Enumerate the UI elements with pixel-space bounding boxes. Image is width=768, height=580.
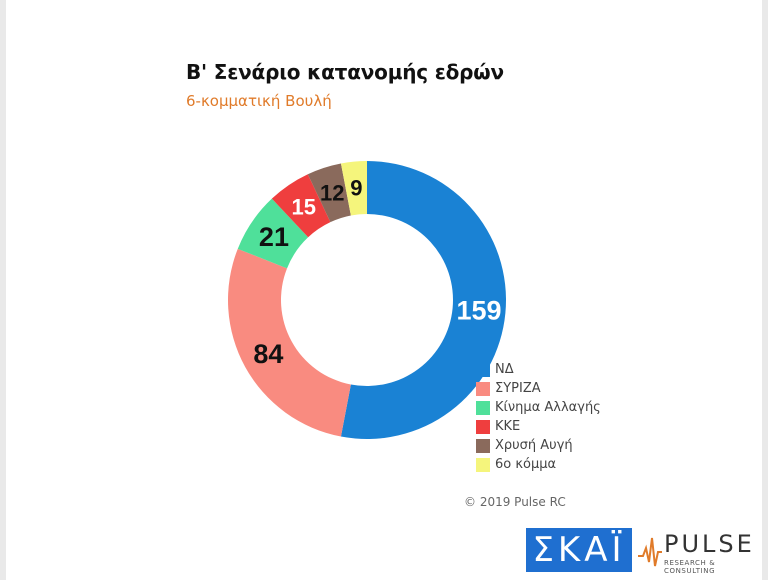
data-label-2: 84	[253, 339, 283, 369]
legend-label: Χρυσή Αυγή	[495, 438, 573, 453]
legend-item: ΚΚΕ	[476, 417, 601, 436]
legend-label: ΚΚΕ	[495, 419, 521, 434]
donut-slice-5	[307, 163, 351, 223]
pulse-logo: PULSE RESEARCH & CONSULTING	[638, 528, 760, 575]
legend-item: ΝΔ	[476, 360, 601, 379]
legend-label: Κίνημα Αλλαγής	[495, 400, 601, 415]
legend-swatch	[476, 381, 490, 396]
donut-slice-3	[237, 198, 309, 269]
legend-item: 6ο κόμμα	[476, 455, 601, 474]
chart-legend: ΝΔ ΣΥΡΙΖΑ Κίνημα Αλλαγής ΚΚΕ Χρυσή Αυγή 6ο κό…	[476, 360, 601, 474]
pulse-logo-text: PULSE	[664, 530, 755, 558]
pulse-logo-tagline: RESEARCH & CONSULTING	[664, 559, 716, 575]
legend-item: ΣΥΡΙΖΑ	[476, 379, 601, 398]
legend-swatch	[476, 419, 490, 434]
copyright-notice: © 2019 Pulse RC	[464, 495, 566, 509]
chart-subtitle: 6-κομματική Βουλή	[186, 92, 332, 110]
legend-label: ΣΥΡΙΖΑ	[495, 381, 541, 396]
legend-item: Χρυσή Αυγή	[476, 436, 601, 455]
legend-label: ΝΔ	[495, 362, 514, 377]
donut-slice-6	[340, 161, 367, 216]
chart-card: Β' Σενάριο κατανομής εδρών 6-κομματική Β…	[6, 0, 762, 580]
legend-swatch	[476, 438, 490, 453]
data-label-6: 9	[350, 175, 362, 200]
legend-swatch	[476, 400, 490, 415]
legend-swatch	[476, 362, 490, 377]
donut-slice-2	[228, 248, 351, 437]
data-label-3: 21	[259, 222, 289, 252]
data-label-5: 12	[320, 181, 344, 206]
skai-logo-text: ΣΚΑΪ	[532, 530, 626, 570]
donut-slice-4	[271, 174, 331, 238]
donut-slice-1	[340, 161, 507, 439]
skai-logo: ΣΚΑΪ	[526, 528, 632, 572]
legend-label: 6ο κόμμα	[495, 457, 557, 472]
data-label-4: 15	[292, 194, 316, 219]
data-label-1: 159	[456, 296, 501, 326]
pulse-wave-icon	[638, 537, 662, 567]
legend-item: Κίνημα Αλλαγής	[476, 398, 601, 417]
chart-title: Β' Σενάριο κατανομής εδρών	[186, 60, 504, 84]
legend-swatch	[476, 457, 490, 472]
